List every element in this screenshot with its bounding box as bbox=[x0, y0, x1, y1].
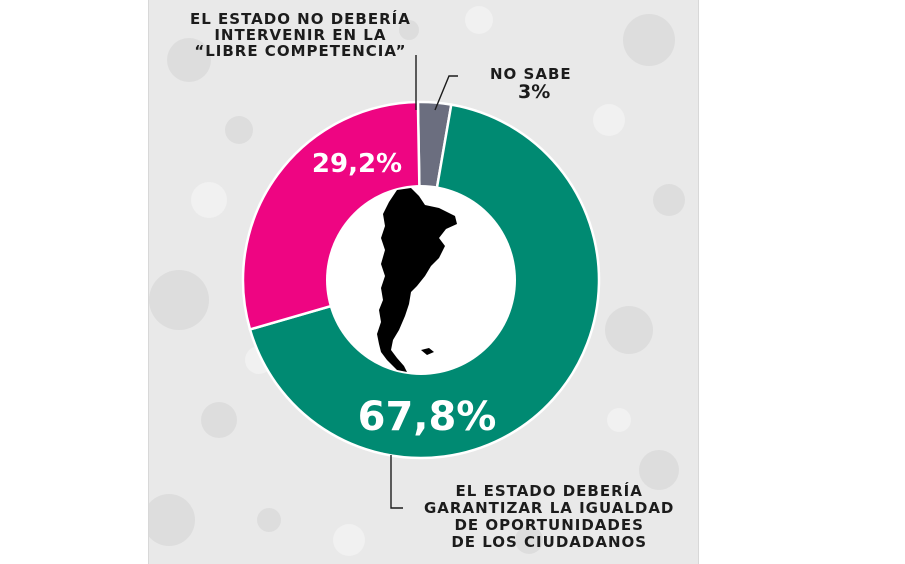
label-line: GARANTIZAR LA IGUALDAD bbox=[424, 499, 675, 517]
grunge-texture bbox=[149, 6, 685, 556]
value-label-no-deberia-intervenir: 29,2% bbox=[312, 149, 402, 179]
label-line: INTERVENIR EN LA bbox=[214, 26, 387, 44]
label-line: NO SABE bbox=[490, 65, 572, 83]
label-line: “LIBRE COMPETENCIA” bbox=[194, 42, 407, 60]
leader-line-garantizar bbox=[390, 455, 403, 509]
label-no-deberia-intervenir: EL ESTADO NO DEBERÍA INTERVENIR EN LA “L… bbox=[190, 11, 411, 59]
label-line: DE OPORTUNIDADES bbox=[454, 516, 644, 534]
leader-line-nosabe bbox=[434, 75, 458, 111]
donut-chart: 67,8% 29,2% bbox=[241, 55, 601, 509]
value-no-sabe: 3% bbox=[518, 81, 551, 103]
malvinas-islands-icon bbox=[421, 348, 434, 355]
label-line: DE LOS CIUDADANOS bbox=[451, 533, 648, 551]
chart-panel: 67,8% 29,2% bbox=[148, 0, 699, 564]
label-line: EL ESTADO DEBERÍA bbox=[455, 482, 643, 500]
label-line: EL ESTADO NO DEBERÍA bbox=[190, 10, 411, 28]
value-label-deberia-garantizar: 67,8% bbox=[358, 394, 497, 440]
argentina-map-icon bbox=[377, 188, 457, 372]
label-deberia-garantizar: EL ESTADO DEBERÍA GARANTIZAR LA IGUALDAD… bbox=[424, 483, 674, 551]
label-no-sabe: NO SABE 3% bbox=[490, 65, 572, 103]
